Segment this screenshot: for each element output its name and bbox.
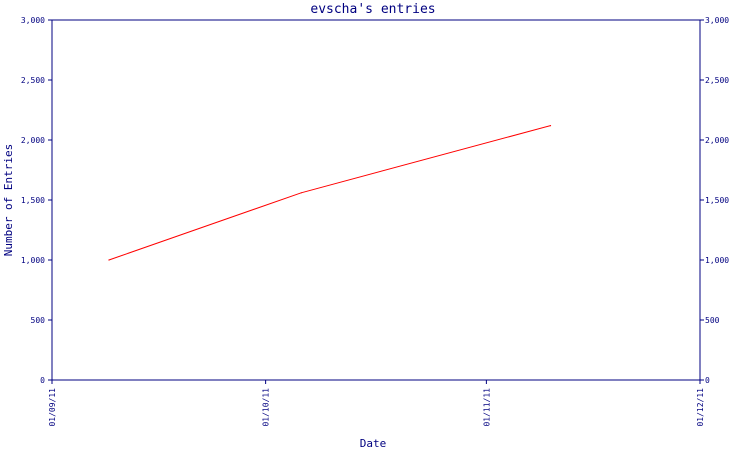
x-axis: 01/09/11 01/10/11 01/11/11 01/12/11 [48,380,705,427]
x-axis-label: Date [360,437,387,450]
y-tick-label-left: 1,000 [21,256,45,265]
y-axis-right: 0 500 1,000 1,500 2,000 2,500 3,000 [700,16,729,385]
y-tick-label-left: 0 [40,376,45,385]
x-tick-label: 01/12/11 [696,388,705,427]
series-layer [108,125,552,261]
y-tick-label-left: 2,000 [21,136,45,145]
plot-frame [51,19,701,381]
y-axis-left: 0 500 1,000 1,500 2,000 2,500 3,000 [21,16,52,385]
x-tick-label: 01/09/11 [48,388,57,427]
y-tick-label-right: 1,000 [705,256,729,265]
data-point [300,192,302,194]
y-tick-label-right: 500 [705,316,720,325]
y-tick-label-left: 3,000 [21,16,45,25]
y-axis-label: Number of Entries [2,144,15,257]
y-tick-label-left: 500 [31,316,46,325]
x-tick-label: 01/11/11 [482,388,491,427]
y-tick-label-right: 2,000 [705,136,729,145]
y-tick-label-right: 0 [705,376,710,385]
data-point [549,125,552,127]
chart-title: evscha's entries [310,2,435,17]
y-tick-label-left: 2,500 [21,76,45,85]
y-tick-label-left: 1,500 [21,196,45,205]
data-point [108,259,110,261]
y-tick-label-right: 3,000 [705,16,729,25]
y-tick-label-right: 1,500 [705,196,729,205]
y-tick-label-right: 2,500 [705,76,729,85]
x-tick-label: 01/10/11 [262,388,271,427]
